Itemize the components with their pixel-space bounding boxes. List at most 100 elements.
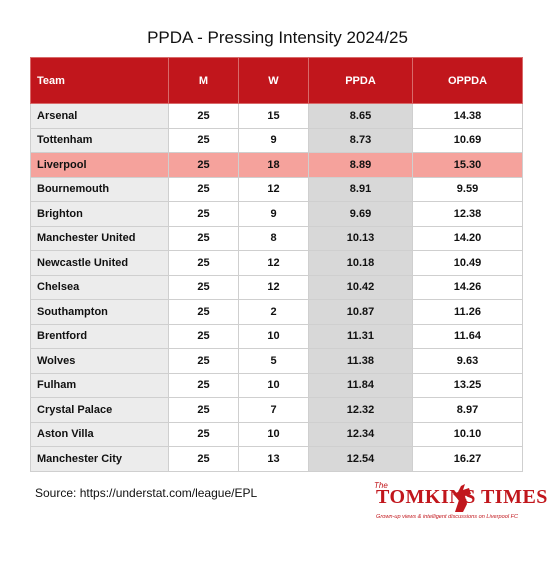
stat-cell: 8.97 [412,397,523,423]
stat-cell: 9 [238,201,309,227]
stat-cell: 8.65 [308,103,413,129]
stat-cell: 14.26 [412,274,523,300]
team-cell: Manchester City [30,446,169,472]
column-header: OPPDA [412,57,523,104]
stat-cell: 25 [168,176,239,202]
column-header: W [238,57,309,104]
header-row: Team M W PPDA OPPDA [30,57,523,104]
stat-cell: 10.18 [308,250,413,276]
stat-cell: 25 [168,299,239,325]
table-row: Newcastle United 25 12 10.18 10.49 [30,250,523,276]
stat-cell: 8.73 [308,127,413,153]
stat-cell: 25 [168,446,239,472]
table-row: Manchester United 25 8 10.13 14.20 [30,225,523,251]
team-cell: Bournemouth [30,176,169,202]
stat-cell: 14.20 [412,225,523,251]
stat-cell: 8.91 [308,176,413,202]
stat-cell: 25 [168,348,239,374]
ppda-table: Team M W PPDA OPPDA Arsenal 25 15 8.65 14.38 Tott… [30,57,523,472]
stat-cell: 25 [168,421,239,447]
stat-cell: 18 [238,152,309,178]
stat-cell: 10.49 [412,250,523,276]
team-cell: Arsenal [30,103,169,129]
stat-cell: 10.87 [308,299,413,325]
stat-cell: 8.89 [308,152,413,178]
table-row: Fulham 25 10 11.84 13.25 [30,372,523,398]
stat-cell: 25 [168,250,239,276]
team-cell: Fulham [30,372,169,398]
stat-cell: 25 [168,201,239,227]
stat-cell: 25 [168,127,239,153]
team-cell: Newcastle United [30,250,169,276]
column-header: M [168,57,239,104]
stat-cell: 9 [238,127,309,153]
liver-bird-icon [453,484,471,512]
brand-prefix: The [374,481,388,490]
stat-cell: 12.34 [308,421,413,447]
team-cell: Manchester United [30,225,169,251]
team-cell: Southampton [30,299,169,325]
table-row: Wolves 25 5 11.38 9.63 [30,348,523,374]
table-row: Bournemouth 25 12 8.91 9.59 [30,176,523,202]
stat-cell: 16.27 [412,446,523,472]
stat-cell: 25 [168,323,239,349]
stat-cell: 25 [168,372,239,398]
team-cell: Liverpool [30,152,169,178]
stat-cell: 5 [238,348,309,374]
stat-cell: 9.59 [412,176,523,202]
table-row: Manchester City 25 13 12.54 16.27 [30,446,523,472]
stat-cell: 13.25 [412,372,523,398]
stat-cell: 25 [168,152,239,178]
table-row: Tottenham 25 9 8.73 10.69 [30,127,523,153]
stat-cell: 10.13 [308,225,413,251]
stat-cell: 12 [238,250,309,276]
stat-cell: 7 [238,397,309,423]
stat-cell: 10 [238,372,309,398]
title: PPDA - Pressing Intensity 2024/25 [147,28,408,47]
table-row: Crystal Palace 25 7 12.32 8.97 [30,397,523,423]
stat-cell: 11.31 [308,323,413,349]
table-row: Arsenal 25 15 8.65 14.38 [30,103,523,129]
table-row: Southampton 25 2 10.87 11.26 [30,299,523,325]
source: Source: https://understat.com/league/EPL [35,486,258,500]
column-header: PPDA [308,57,413,104]
table-row: Brentford 25 10 11.31 11.64 [30,323,523,349]
stat-cell: 11.38 [308,348,413,374]
stat-cell: 8 [238,225,309,251]
stat-cell: 12 [238,176,309,202]
team-cell: Brighton [30,201,169,227]
stat-cell: 10.10 [412,421,523,447]
stat-cell: 15 [238,103,309,129]
stat-cell: 10.69 [412,127,523,153]
table-row: Chelsea 25 12 10.42 14.26 [30,274,523,300]
team-cell: Tottenham [30,127,169,153]
stat-cell: 25 [168,274,239,300]
stat-cell: 10 [238,323,309,349]
stat-cell: 25 [168,225,239,251]
stat-cell: 14.38 [412,103,523,129]
stat-cell: 11.26 [412,299,523,325]
stat-cell: 12.38 [412,201,523,227]
stat-cell: 10 [238,421,309,447]
stat-cell: 12 [238,274,309,300]
stat-cell: 2 [238,299,309,325]
team-cell: Chelsea [30,274,169,300]
brand-tagline: Grown-up views & intelligent discussions… [376,514,519,520]
table-row: Brighton 25 9 9.69 12.38 [30,201,523,227]
team-cell: Aston Villa [30,421,169,447]
column-header: Team [30,57,169,104]
stat-cell: 11.64 [412,323,523,349]
stat-cell: 9.69 [308,201,413,227]
stat-cell: 11.84 [308,372,413,398]
stat-cell: 9.63 [412,348,523,374]
table-row: Aston Villa 25 10 12.34 10.10 [30,421,523,447]
stat-cell: 10.42 [308,274,413,300]
stat-cell: 25 [168,397,239,423]
stat-cell: 12.32 [308,397,413,423]
stat-cell: 13 [238,446,309,472]
team-cell: Crystal Palace [30,397,169,423]
table-body: Arsenal 25 15 8.65 14.38 Tottenham 25 9 8.73 10.6… [30,103,523,472]
stat-cell: 15.30 [412,152,523,178]
table-row: Liverpool 25 18 8.89 15.30 [30,152,523,178]
